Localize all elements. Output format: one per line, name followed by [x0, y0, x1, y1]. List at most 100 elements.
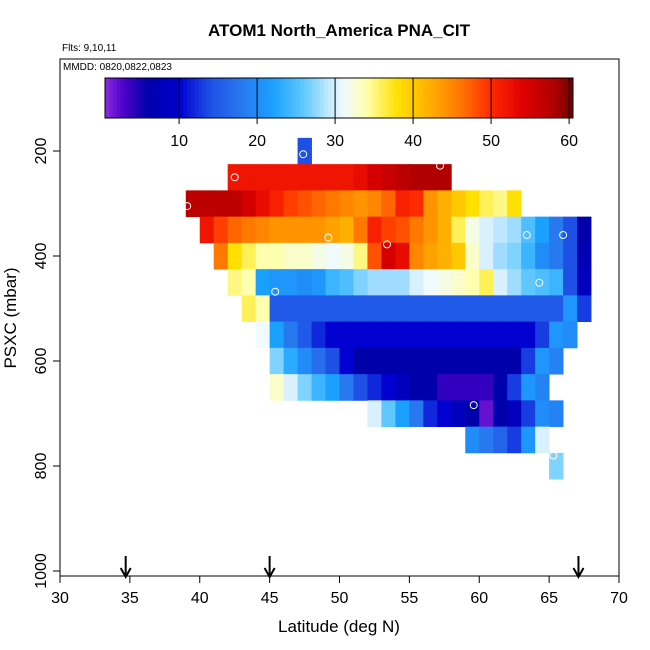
heatmap-cell: [325, 229, 340, 244]
flight-markers: [183, 150, 568, 460]
heatmap-cell: [563, 269, 578, 283]
heatmap-cell: [297, 242, 312, 257]
heatmap-cell: [213, 190, 229, 204]
heatmap-cell: [255, 334, 271, 349]
heatmap-cell: [423, 361, 438, 375]
colorbar-segment: [569, 78, 574, 118]
heatmap-cell: [255, 203, 271, 218]
heatmap-cell: [493, 256, 508, 270]
heatmap-cell: [465, 426, 480, 441]
heatmap-cell: [437, 256, 452, 270]
heatmap-cell: [297, 282, 312, 296]
heatmap-cell: [549, 466, 564, 480]
heatmap-cell: [367, 269, 382, 283]
heatmap-cell: [451, 413, 466, 428]
heatmap-cell: [409, 295, 424, 309]
colorbar-segment: [498, 78, 504, 118]
heatmap-cell: [213, 256, 229, 270]
heatmap-cell: [451, 256, 466, 270]
heatmap-cell: [423, 282, 438, 296]
colorbar-segment: [120, 78, 125, 118]
heatmap-cell: [297, 229, 312, 244]
heatmap-cell: [437, 387, 452, 401]
heatmap-cell: [507, 190, 522, 204]
heatmap-cell: [353, 321, 368, 336]
colorbar-segment: [401, 78, 406, 118]
heatmap-cell: [465, 203, 480, 218]
heatmap-cell: [283, 203, 298, 218]
colorbar-segment: [303, 78, 309, 118]
heatmap-cell: [521, 439, 536, 454]
colorbar-segment: [514, 78, 519, 118]
heatmap-cell: [451, 334, 466, 349]
heatmap-cell: [367, 295, 382, 309]
heatmap-cell: [381, 308, 396, 323]
heatmap-cell: [437, 374, 452, 388]
colorbar-segment: [409, 78, 414, 118]
heatmap-cell: [255, 269, 271, 283]
heatmap-cell: [185, 203, 201, 218]
heatmap-cell: [395, 282, 410, 296]
colorbar-segment: [323, 78, 328, 118]
heatmap-cell: [577, 269, 592, 283]
colorbar-segment: [381, 78, 387, 118]
colorbar-segment: [420, 78, 426, 118]
colorbar-segment: [268, 78, 274, 118]
heatmap-cell: [381, 413, 396, 428]
x-tick-label: 40: [191, 590, 209, 607]
heatmap-cell: [269, 295, 285, 309]
heatmap-cell: [367, 308, 382, 323]
heatmap-cell: [493, 282, 508, 296]
heatmap-cell: [409, 177, 424, 191]
flight-marker: [183, 202, 192, 211]
heatmap-cell: [507, 439, 522, 454]
heatmap-cell: [507, 269, 522, 283]
colorbar-segment: [553, 78, 558, 118]
heatmap-cell: [451, 216, 466, 231]
heatmap-cell: [297, 387, 312, 401]
heatmap-cell: [325, 282, 340, 296]
heatmap-cell: [577, 216, 592, 231]
heatmap-cell: [563, 308, 578, 323]
heatmap-cell: [283, 256, 298, 270]
heatmap-cell: [381, 282, 396, 296]
colorbar-segment: [424, 78, 430, 118]
heatmap-cell: [339, 177, 354, 191]
heatmap-cell: [521, 282, 536, 296]
colorbar-segment: [366, 78, 371, 118]
flight-marker: [299, 150, 308, 159]
heatmap-cell: [367, 374, 382, 388]
colorbar-segment: [218, 78, 223, 118]
heatmap-cell: [213, 242, 229, 257]
heatmap-cell: [451, 295, 466, 309]
colorbar-segment: [565, 78, 570, 118]
x-tick-label: 50: [331, 590, 349, 607]
heatmap-cell: [395, 190, 410, 204]
heatmap-cell: [521, 334, 536, 349]
colorbar-segment: [346, 78, 352, 118]
heatmap-cell: [297, 256, 312, 270]
heatmap-cell: [423, 374, 438, 388]
heatmap-cell: [339, 361, 354, 375]
colorbar-segment: [159, 78, 164, 118]
heatmap-cell: [353, 295, 368, 309]
heatmap-cell: [325, 347, 340, 362]
heatmap-cell: [311, 216, 326, 231]
heatmap-cell: [367, 229, 382, 244]
heatmap-cell: [325, 374, 340, 388]
colorbar-segment: [397, 78, 402, 118]
colorbar-segment: [253, 78, 258, 118]
heatmap-cell: [493, 334, 508, 349]
y-tick-label: 200: [33, 138, 50, 165]
heatmap-cell: [493, 321, 508, 336]
heatmap-cell: [437, 190, 452, 204]
colorbar-segment: [389, 78, 395, 118]
heatmap-cell: [493, 426, 508, 441]
colorbar-segment: [370, 78, 375, 118]
heatmap-cell: [311, 321, 326, 336]
heatmap-cell: [339, 190, 354, 204]
heatmap-cell: [577, 229, 592, 244]
heatmap-cell: [423, 347, 438, 362]
heatmap-cell: [283, 177, 298, 191]
heatmap-cell: [437, 400, 452, 414]
